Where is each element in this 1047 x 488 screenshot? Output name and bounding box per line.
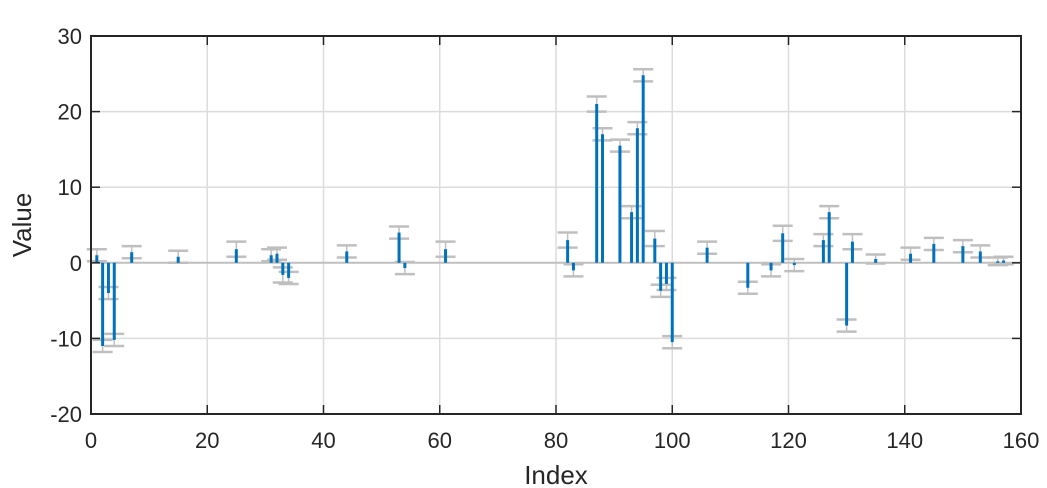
x-tick-label: 100 — [654, 428, 691, 453]
y-tick-label: 10 — [58, 175, 82, 200]
y-tick-label: 0 — [70, 251, 82, 276]
x-axis-label: Index — [524, 460, 588, 488]
x-tick-labels: 0 20 40 60 80 100 120 140 160 — [85, 428, 1039, 453]
x-tick-label: 20 — [195, 428, 219, 453]
x-tick-label: 0 — [85, 428, 97, 453]
x-tick-label: 140 — [886, 428, 923, 453]
x-tick-label: 80 — [544, 428, 568, 453]
x-tick-label: 160 — [1003, 428, 1040, 453]
y-axis-label: Value — [7, 193, 37, 258]
y-tick-label: 30 — [58, 24, 82, 49]
y-tick-labels: -20 -10 0 10 20 30 — [50, 24, 82, 427]
x-tick-label: 120 — [770, 428, 807, 453]
axis-ticks — [90, 35, 1022, 415]
y-tick-label: -10 — [50, 326, 82, 351]
y-tick-label: -20 — [50, 402, 82, 427]
stems — [95, 75, 1006, 346]
x-tick-label: 60 — [428, 428, 452, 453]
x-tick-label: 40 — [311, 428, 335, 453]
y-tick-label: 20 — [58, 100, 82, 125]
